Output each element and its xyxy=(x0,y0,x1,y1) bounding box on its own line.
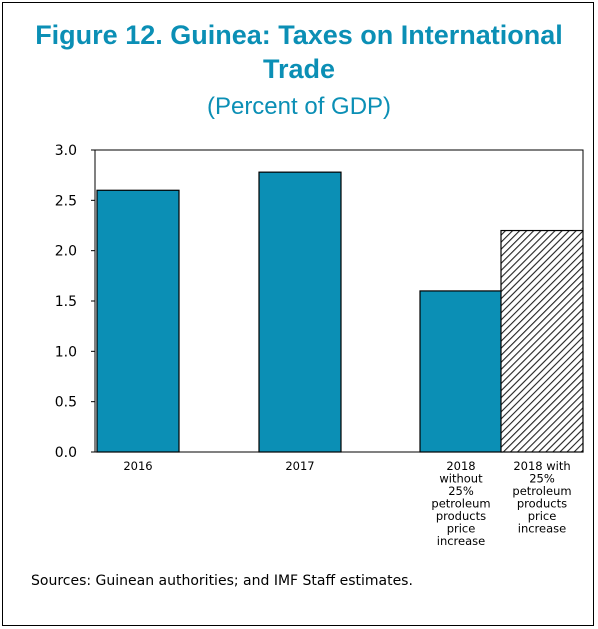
bar-3 xyxy=(500,229,584,453)
y-tick-label: 2.5 xyxy=(55,193,77,209)
bar-1 xyxy=(258,171,342,453)
y-tick-label: 1.5 xyxy=(55,294,77,310)
chart-title: Figure 12. Guinea: Taxes on Internationa… xyxy=(35,20,563,84)
bar-2 xyxy=(419,290,503,453)
y-tick-label: 0.5 xyxy=(55,395,77,411)
chart-subtitle: (Percent of GDP) xyxy=(206,93,392,120)
bar-0 xyxy=(96,189,180,453)
source-note: Sources: Guinean authorities; and IMF St… xyxy=(31,573,413,589)
y-tick-label: 1.0 xyxy=(55,344,77,360)
y-tick-label: 2.0 xyxy=(55,244,77,260)
x-tick-label: 2016 xyxy=(123,459,152,473)
y-tick-label: 0.0 xyxy=(55,445,77,461)
x-tick-label: 2018 without 25% petroleum products price incr… xyxy=(431,459,490,548)
x-tick-label: 2017 xyxy=(285,459,314,473)
x-tick-label: 2018 with 25% petroleum products price increa… xyxy=(512,459,571,536)
y-tick-label: 3.0 xyxy=(55,143,77,159)
